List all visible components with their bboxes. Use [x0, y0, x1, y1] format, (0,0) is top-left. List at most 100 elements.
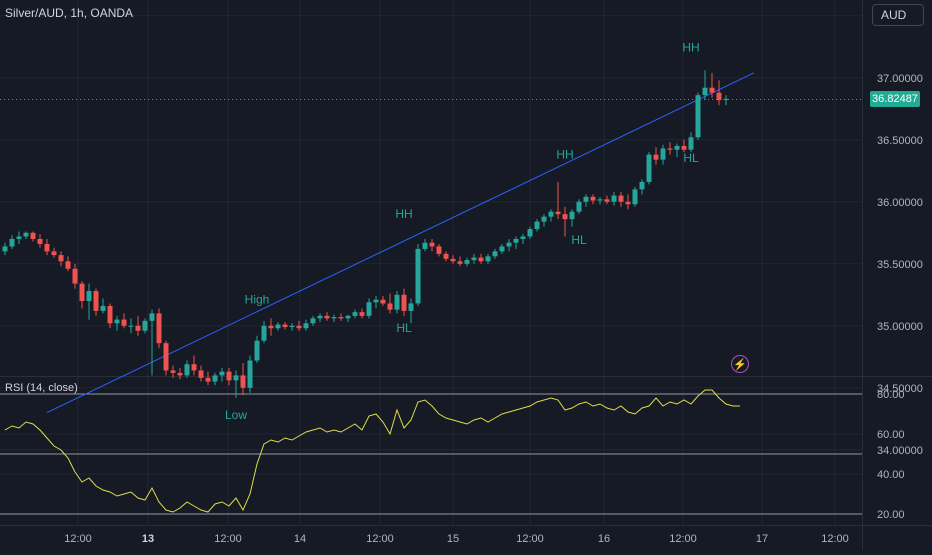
candle-body — [576, 201, 582, 212]
candle-body — [611, 195, 617, 202]
candle-body — [562, 214, 568, 220]
candle-body — [520, 236, 526, 239]
time-tick-label: 12:00 — [64, 533, 92, 545]
pattern-label: HH — [556, 147, 573, 161]
time-tick-label: 13 — [142, 533, 154, 545]
candle-body — [37, 238, 43, 244]
candle-body — [513, 238, 519, 243]
candle-body — [121, 319, 127, 326]
candle-body — [639, 181, 645, 190]
candle-body — [436, 246, 442, 254]
candle-body — [9, 238, 15, 247]
pattern-label: HH — [395, 207, 412, 221]
candle-body — [541, 216, 547, 222]
candle-body — [268, 325, 274, 329]
candle-body — [408, 303, 414, 311]
price-tick-label: 37.00000 — [877, 73, 923, 85]
candle-body — [247, 360, 253, 388]
pattern-label: HL — [683, 151, 699, 165]
price-tick-label: 34.50000 — [877, 383, 923, 395]
candle-body — [23, 232, 29, 237]
lightning-icon[interactable]: ⚡ — [731, 355, 749, 373]
candle-body — [219, 371, 225, 376]
symbol-title: Silver/AUD, 1h, OANDA — [5, 6, 134, 20]
candle-body — [170, 370, 176, 373]
candle-body — [373, 299, 379, 303]
time-tick-label: 12:00 — [214, 533, 242, 545]
candle-body — [625, 201, 631, 205]
candle-body — [296, 325, 302, 329]
candle-body — [275, 324, 281, 329]
time-tick-label: 17 — [756, 533, 768, 545]
pattern-label: HL — [396, 321, 412, 335]
candle-body — [464, 260, 470, 264]
time-tick-label: 15 — [447, 533, 459, 545]
trendline — [46, 72, 755, 414]
candle-body — [443, 253, 449, 259]
candle-body — [534, 221, 540, 230]
candle-body — [254, 340, 260, 361]
candle-body — [156, 313, 162, 344]
candle-body — [667, 148, 673, 150]
price-tick-label: 35.50000 — [877, 259, 923, 271]
candle-body — [2, 246, 8, 252]
time-tick-label: 12:00 — [516, 533, 544, 545]
candle-body — [331, 317, 337, 319]
price-tick-label: 36.50000 — [877, 135, 923, 147]
candle-body — [527, 229, 533, 237]
candle-body — [163, 343, 169, 371]
rsi-tick-label: 60.00 — [877, 429, 905, 441]
candle-body — [184, 364, 190, 376]
candle-body — [674, 145, 680, 150]
candle-body — [240, 375, 246, 388]
candle-body — [65, 261, 71, 269]
candle-body — [394, 294, 400, 310]
rsi-indicator-label[interactable]: RSI (14, close) — [5, 382, 78, 394]
candle-body — [86, 291, 92, 301]
candle-body — [618, 195, 624, 202]
candle-body — [352, 312, 358, 316]
rsi-tick-label: 20.00 — [877, 509, 905, 521]
candle-body — [128, 325, 134, 327]
candle-body — [387, 303, 393, 310]
candle-body — [485, 256, 491, 262]
time-tick-label: 12:00 — [669, 533, 697, 545]
candle-body — [646, 154, 652, 182]
rsi-tick-label: 80.00 — [877, 389, 905, 401]
candle-body — [499, 246, 505, 252]
candle-body — [422, 242, 428, 249]
candle-body — [506, 242, 512, 247]
candle-body — [457, 261, 463, 264]
candle-body — [548, 211, 554, 217]
pattern-label: Low — [225, 408, 247, 422]
candle-body — [702, 87, 708, 96]
candle-body — [135, 325, 141, 331]
candle-body — [303, 323, 309, 329]
candle-body — [100, 305, 106, 311]
candle-body — [226, 371, 232, 381]
candle-body — [450, 258, 456, 262]
pattern-label: HL — [571, 233, 587, 247]
price-tick-label: 34.00000 — [877, 445, 923, 457]
time-tick-label: 16 — [598, 533, 610, 545]
candle-body — [233, 375, 239, 381]
candle-body — [555, 211, 561, 215]
candle-body — [338, 317, 344, 319]
candle-body — [359, 312, 365, 316]
candle-body — [660, 148, 666, 160]
candle-body — [93, 291, 99, 311]
candle-body — [30, 232, 36, 239]
price-tick-label: 36.00000 — [877, 197, 923, 209]
candle-body — [198, 370, 204, 378]
candle-body — [723, 98, 729, 101]
price-tick-label: 35.00000 — [877, 321, 923, 333]
candle-body — [16, 236, 22, 239]
candle-body — [709, 87, 715, 93]
pattern-label: HH — [682, 41, 699, 55]
candle-body — [590, 196, 596, 201]
currency-button[interactable]: AUD — [872, 4, 924, 26]
candle-body — [429, 242, 435, 247]
candle-body — [44, 243, 50, 252]
